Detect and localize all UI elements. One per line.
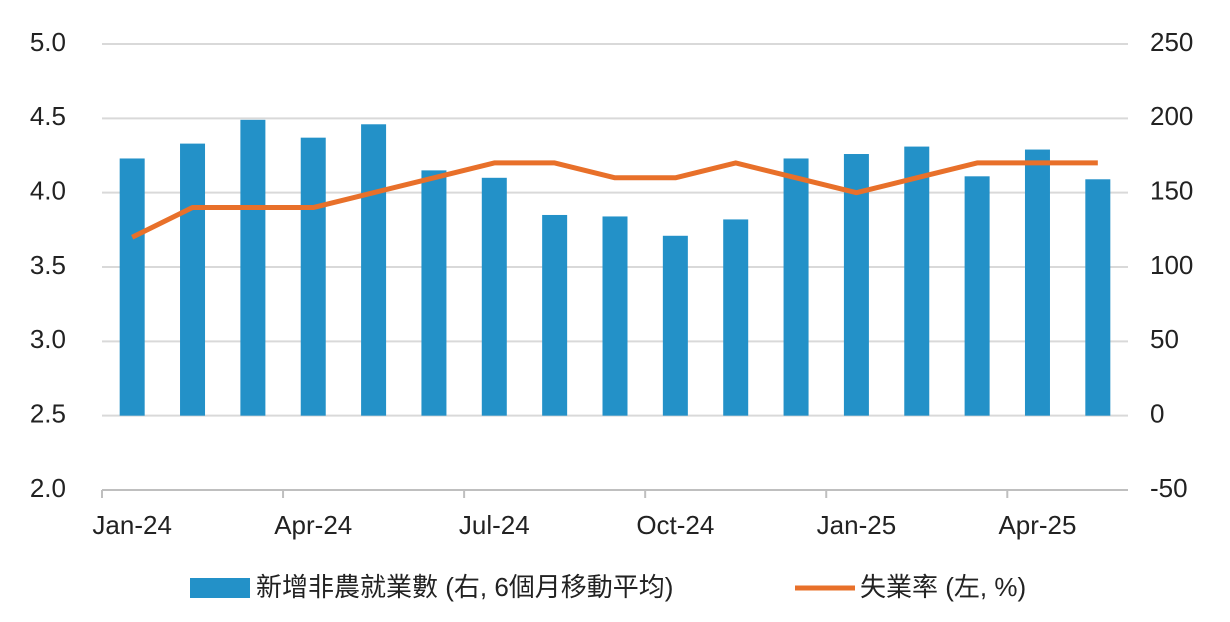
y-tick-label: 3.0 <box>30 324 66 354</box>
x-tick-label: Jan-24 <box>92 510 172 540</box>
y-tick-label: 2.5 <box>30 399 66 429</box>
y-tick-label: 4.5 <box>30 101 66 131</box>
y-tick-label: 2.0 <box>30 473 66 503</box>
y2-tick-label: 0 <box>1150 399 1164 429</box>
legend-label: 新增非農就業數 (右, 6個月移動平均) <box>256 572 673 602</box>
legend-swatch <box>190 578 250 598</box>
y2-tick-label: -50 <box>1150 473 1188 503</box>
x-tick-label: Apr-24 <box>274 510 352 540</box>
bar <box>481 177 507 416</box>
y2-tick-label: 200 <box>1150 101 1193 131</box>
y2-tick-label: 50 <box>1150 324 1179 354</box>
x-tick-label: Apr-25 <box>998 510 1076 540</box>
bar <box>723 219 749 416</box>
bar <box>361 124 387 416</box>
bar <box>783 158 809 416</box>
x-tick-label: Jul-24 <box>459 510 530 540</box>
y-tick-label: 3.5 <box>30 250 66 280</box>
bar <box>843 154 869 416</box>
bar <box>964 176 990 416</box>
bar <box>421 170 447 416</box>
bar <box>119 158 145 416</box>
y2-tick-label: 150 <box>1150 176 1193 206</box>
legend-label: 失業率 (左, %) <box>860 572 1026 602</box>
bar <box>904 146 930 416</box>
bar <box>542 214 568 416</box>
bar <box>602 216 628 416</box>
y2-tick-label: 250 <box>1150 27 1193 57</box>
bar <box>1024 149 1050 416</box>
x-tick-label: Jan-25 <box>817 510 897 540</box>
bar <box>240 119 266 416</box>
bar <box>662 235 688 416</box>
x-tick-label: Oct-24 <box>636 510 714 540</box>
bar <box>1085 179 1111 416</box>
y2-tick-label: 100 <box>1150 250 1193 280</box>
y-tick-label: 5.0 <box>30 27 66 57</box>
bar <box>300 137 326 416</box>
y-tick-label: 4.0 <box>30 176 66 206</box>
bar <box>180 143 206 416</box>
line <box>131 160 1098 240</box>
